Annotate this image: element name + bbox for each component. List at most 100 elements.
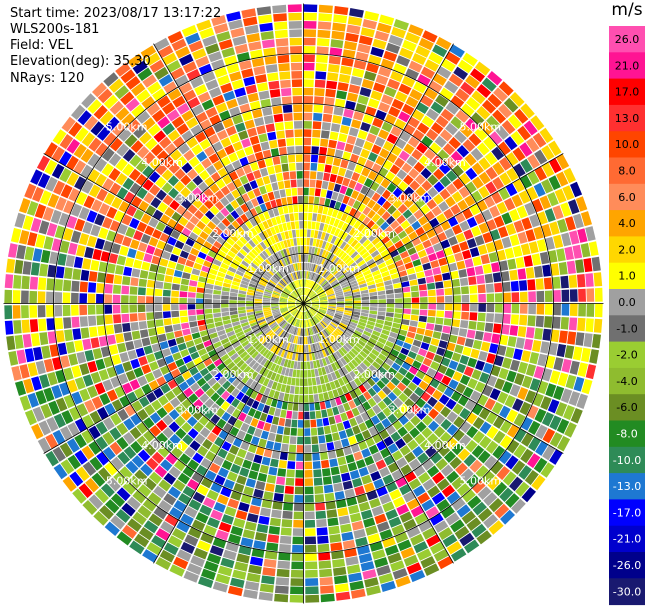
velocity-gate: [280, 358, 286, 367]
velocity-gate: [353, 303, 361, 307]
velocity-gate: [421, 403, 433, 414]
velocity-gate: [372, 330, 381, 337]
velocity-gate: [175, 428, 187, 440]
velocity-gate: [358, 422, 368, 432]
velocity-gate: [330, 354, 337, 362]
velocity-gate: [229, 310, 238, 316]
velocity-gate: [298, 319, 301, 328]
velocity-gate: [286, 324, 291, 332]
velocity-gate: [37, 291, 46, 304]
velocity-gate: [387, 263, 396, 271]
velocity-gate: [340, 320, 349, 326]
velocity-gate: [316, 54, 328, 63]
velocity-gate: [213, 372, 223, 381]
velocity-gate: [80, 148, 94, 163]
velocity-gate: [214, 201, 225, 211]
velocity-gate: [327, 308, 336, 312]
velocity-gate: [6, 258, 16, 273]
velocity-gate: [344, 298, 353, 302]
velocity-gate: [391, 524, 405, 536]
velocity-gate: [290, 293, 297, 299]
start-time-label: Start time: 2023/08/17 13:17:22: [10, 6, 222, 21]
velocity-gate: [294, 310, 299, 317]
velocity-gate: [229, 133, 240, 144]
velocity-gate: [406, 267, 416, 275]
velocity-gate: [279, 330, 286, 338]
velocity-gate: [319, 359, 324, 367]
velocity-gate: [191, 471, 204, 484]
velocity-gate: [346, 274, 355, 281]
velocity-gate: [156, 240, 167, 250]
velocity-gate: [269, 235, 276, 245]
velocity-gate: [344, 307, 353, 311]
velocity-gate: [71, 280, 80, 292]
velocity-gate: [286, 222, 292, 231]
velocity-gate: [99, 505, 114, 520]
velocity-gate: [286, 196, 293, 205]
velocity-gate: [471, 403, 484, 416]
velocity-gate: [336, 387, 344, 396]
velocity-gate: [237, 226, 246, 236]
velocity-gate: [229, 303, 237, 308]
velocity-gate: [548, 250, 558, 263]
velocity-gate: [311, 297, 319, 301]
velocity-gate: [280, 296, 288, 300]
velocity-gate: [359, 248, 368, 256]
velocity-gate: [127, 518, 142, 532]
velocity-gate: [394, 288, 403, 294]
velocity-gate: [565, 374, 577, 390]
velocity-gate: [305, 288, 308, 296]
velocity-gate: [465, 118, 479, 132]
velocity-gate: [179, 304, 187, 310]
velocity-gate: [294, 486, 304, 495]
velocity-gate: [478, 303, 486, 312]
velocity-gate: [542, 445, 556, 461]
velocity-gate: [466, 216, 478, 228]
velocity-gate: [393, 19, 409, 31]
velocity-gate: [583, 333, 593, 348]
velocity-gate: [156, 407, 168, 419]
velocity-gate: [279, 280, 286, 287]
velocity-gate: [396, 214, 406, 225]
velocity-gate: [564, 345, 575, 359]
velocity-gate: [414, 265, 424, 273]
velocity-gate: [333, 237, 341, 246]
velocity-gate: [372, 361, 381, 370]
velocity-gate: [243, 257, 252, 265]
velocity-gate: [292, 281, 297, 289]
velocity-gate: [146, 102, 161, 116]
velocity-gate: [446, 183, 458, 195]
velocity-gate: [257, 267, 265, 275]
velocity-gate: [384, 358, 394, 367]
velocity-gate: [407, 247, 417, 256]
velocity-gate: [282, 311, 290, 317]
velocity-gate: [491, 401, 504, 415]
velocity-gate: [362, 19, 377, 30]
velocity-gate: [298, 303, 304, 309]
velocity-gate: [284, 180, 291, 189]
velocity-gate: [454, 526, 470, 540]
velocity-gate: [470, 348, 480, 359]
velocity-gate: [433, 168, 445, 180]
velocity-gate: [532, 393, 544, 407]
velocity-gate: [208, 87, 222, 98]
velocity-gate: [233, 277, 242, 283]
azimuth-spoke: [43, 153, 304, 304]
velocity-gate: [211, 382, 221, 392]
velocity-gate: [466, 329, 476, 339]
velocity-gate: [347, 326, 355, 332]
velocity-gate: [217, 448, 228, 459]
velocity-gate: [253, 169, 262, 179]
velocity-gate: [249, 208, 258, 217]
velocity-gate: [232, 114, 244, 125]
velocity-gate: [460, 320, 469, 329]
velocity-gate: [396, 55, 411, 67]
velocity-gate: [81, 132, 96, 147]
velocity-gate: [131, 330, 141, 340]
velocity-gate: [377, 315, 385, 321]
velocity-gate: [320, 451, 329, 460]
velocity-gate: [331, 362, 338, 372]
velocity-gate: [133, 339, 143, 349]
colorbar-segment: [609, 183, 645, 211]
velocity-gate: [90, 224, 101, 237]
